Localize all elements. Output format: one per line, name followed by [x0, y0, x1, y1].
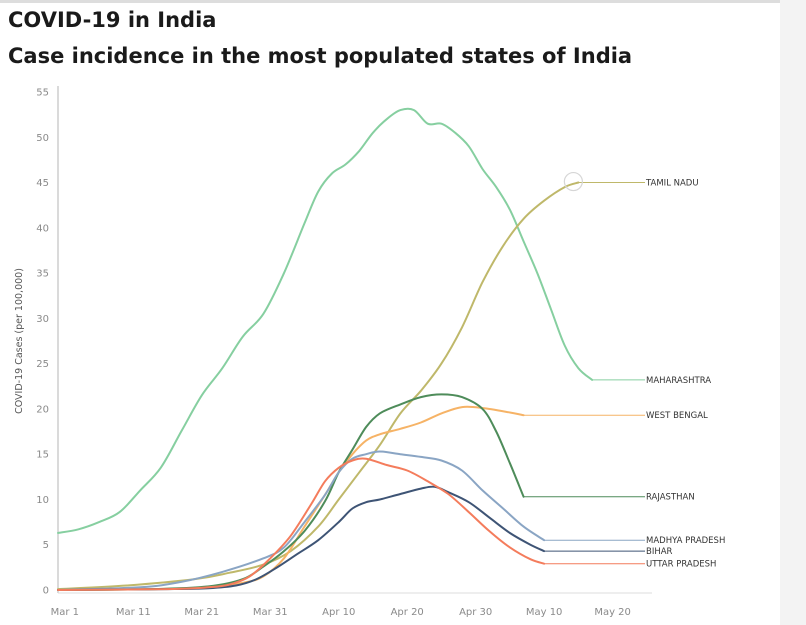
series-label-maharashtra: MAHARASHTRA: [646, 376, 711, 386]
y-tick-label: 25: [36, 359, 49, 370]
series-line-west-bengal: [57, 405, 525, 591]
y-tick-label: 50: [36, 133, 49, 144]
highlight-circle: [563, 171, 583, 192]
y-tick-label: 30: [36, 314, 49, 325]
chart-title: COVID-19 in India: [8, 8, 217, 32]
series-line-bihar: [57, 485, 546, 591]
series-label-rajasthan: RAJASTHAN: [646, 493, 695, 503]
series-label-madhya-pradesh: MADHYA PRADESH: [646, 536, 725, 546]
y-tick-label: 40: [36, 223, 49, 234]
axes: [57, 86, 652, 594]
series-label-bihar: BIHAR: [646, 547, 673, 557]
y-tick-label: 45: [36, 178, 49, 189]
series-label-west-bengal: WEST BENGAL: [646, 411, 708, 421]
series-label-uttar-pradesh: UTTAR PRADESH: [646, 560, 716, 570]
x-tick-label: Mar 31: [253, 607, 288, 618]
y-tick-label: 20: [36, 404, 49, 415]
x-tick-label: May 20: [594, 607, 631, 618]
y-tick-label: 5: [43, 540, 49, 551]
right-gutter: [780, 0, 806, 625]
y-tick-label: 15: [36, 450, 49, 461]
series-label-tamil-nadu: TAMIL NADU: [645, 179, 699, 189]
series-line-rajasthan: [57, 393, 525, 591]
top-divider: [0, 0, 806, 3]
y-tick-label: 35: [36, 269, 49, 280]
y-tick-label: 0: [43, 586, 49, 597]
series-line-madhya-pradesh: [57, 450, 546, 591]
series-lines: [57, 107, 594, 591]
x-tick-label: Mar 21: [184, 607, 219, 618]
x-tick-label: Apr 10: [322, 607, 355, 618]
series-line-uttar-pradesh: [57, 457, 546, 591]
series-line-tamil-nadu: [57, 181, 580, 591]
y-tick-label: 10: [36, 495, 49, 506]
series-line-maharashtra: [57, 107, 594, 534]
chart-subtitle: Case incidence in the most populated sta…: [8, 44, 633, 68]
tick-labels: 0 5 10 15 20 25 30 35 40 45 50 55 Mar 1 Mar 11 Mar 21 M…: [36, 88, 631, 619]
x-tick-label: May 10: [526, 607, 563, 618]
y-axis-label: COVID-19 Cases (per 100,000): [14, 268, 25, 414]
series-end-labels: MAHARASHTRA TAMIL NADU WEST BENGAL RAJASTHA…: [523, 179, 725, 570]
x-tick-label: Mar 11: [116, 607, 151, 618]
y-tick-label: 55: [36, 88, 49, 99]
x-tick-label: Apr 30: [459, 607, 492, 618]
x-tick-label: Apr 20: [391, 607, 424, 618]
x-tick-label: Mar 1: [51, 607, 79, 618]
line-chart: 0 5 10 15 20 25 30 35 40 45 50 55 Mar 1 Mar 11 Mar 21 M…: [14, 86, 725, 619]
annotations: [563, 171, 583, 192]
